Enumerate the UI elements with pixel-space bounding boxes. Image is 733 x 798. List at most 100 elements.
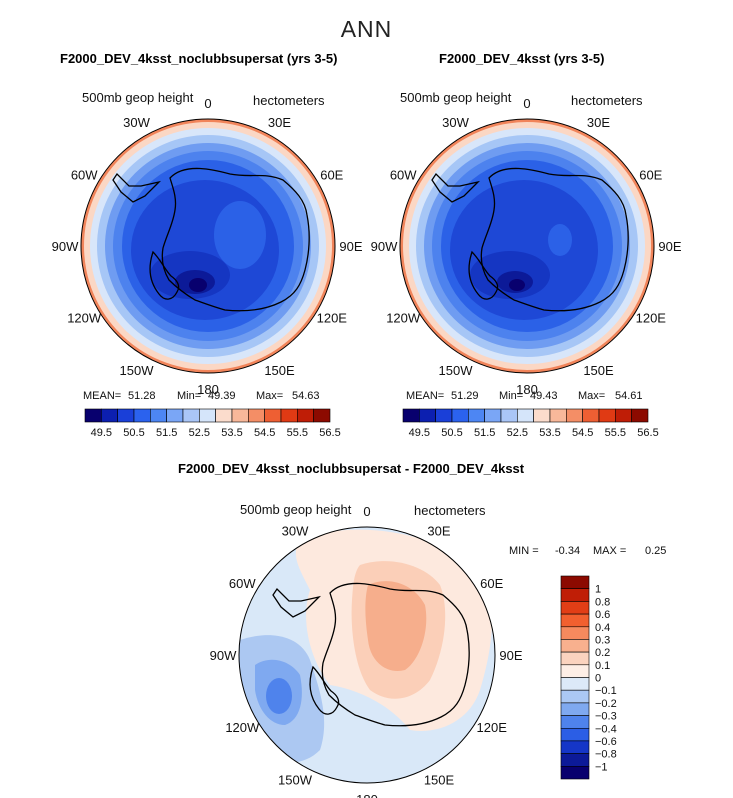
- diff-colorbar-swatch: [560, 689, 590, 704]
- panel2-colorbar-tick-label: 54.5: [572, 427, 593, 439]
- diff-colorbar-swatch: [560, 651, 590, 666]
- panel2-lon-label: 180: [516, 382, 538, 397]
- panel1-lon-label: 120W: [67, 311, 102, 326]
- panel1-colorbar-swatch: [133, 408, 151, 423]
- diff-lon-label: 0: [363, 504, 370, 519]
- panel1-lon-label: 150E: [264, 363, 295, 378]
- panel2-colorbar-swatch: [418, 408, 436, 423]
- diff-lon-label: 90W: [210, 648, 237, 663]
- diff-colorbar-swatch: [560, 740, 590, 754]
- panel1-mean: 51.28: [128, 390, 156, 402]
- diff-colorbar-swatch: [560, 727, 590, 742]
- panel1-map: [80, 118, 336, 374]
- panel1-max: 54.63: [292, 390, 320, 402]
- diff-colorbar-tick-label: 1: [595, 584, 601, 596]
- panel1-lon-label: 90E: [339, 239, 362, 254]
- diff-colorbar-tick-label: −0.6: [595, 736, 617, 748]
- diff-lon-label: 60W: [229, 576, 256, 591]
- panel1-colorbar: 49.5 50.5 51.5 52.5 53.5 54.5 55.5 56.5: [84, 408, 341, 439]
- diff-colorbar-swatch: [560, 677, 590, 691]
- panel1-colorbar-swatch: [280, 408, 298, 423]
- panel2-colorbar-tick-label: 49.5: [409, 427, 430, 439]
- panel2-colorbar-swatch: [598, 408, 616, 423]
- diff-colorbar-swatch: [560, 588, 590, 602]
- panel2-colorbar-swatch: [451, 408, 469, 423]
- panel1-colorbar-swatch: [150, 408, 167, 423]
- diff-colorbar-tick-label: −0.3: [595, 711, 617, 723]
- panel1-lon-label: 150W: [120, 363, 155, 378]
- diff-colorbar: 10.80.60.40.30.20.10−0.1−0.2−0.3−0.4−0.6…: [560, 575, 617, 780]
- diff-contours: [239, 527, 495, 783]
- diff-lon-label: 180: [356, 792, 378, 798]
- diff-colorbar-swatch: [560, 639, 590, 653]
- panel1-lon-label: 60E: [320, 168, 343, 183]
- diff-min-label: MIN =: [509, 545, 539, 557]
- panel2-colorbar-swatch: [402, 408, 420, 423]
- diff-colorbar-swatch: [560, 664, 590, 678]
- panel2-colorbar-swatch: [549, 408, 567, 423]
- diff-colorbar-swatch: [560, 753, 590, 767]
- panel1-colorbar-swatch: [199, 408, 216, 423]
- diff-max-label: MAX =: [593, 545, 627, 557]
- panel2-colorbar-tick-label: 53.5: [539, 427, 560, 439]
- panel1-colorbar-tick-label: 54.5: [254, 427, 275, 439]
- panel1-colorbar-swatch: [166, 408, 184, 423]
- diff-colorbar-tick-label: 0.4: [595, 622, 610, 634]
- diff-colorbar-swatch: [560, 715, 590, 729]
- panel2-variable: 500mb geop height: [400, 90, 512, 105]
- panel2-colorbar-swatch: [533, 408, 551, 423]
- panel1-mean-label: MEAN=: [83, 390, 122, 402]
- diff-colorbar-tick-label: −0.1: [595, 685, 617, 697]
- panel1-colorbar-tick-label: 50.5: [123, 427, 144, 439]
- panel2-units: hectometers: [571, 93, 643, 108]
- panel1-colorbar-swatch: [101, 408, 118, 423]
- diff-colorbar-swatch: [560, 601, 590, 615]
- panel2-colorbar-tick-label: 52.5: [507, 427, 528, 439]
- panel2-colorbar-swatch: [582, 408, 600, 423]
- diff-colorbar-swatch: [560, 765, 590, 780]
- panel2-lon-label: 60W: [390, 168, 417, 183]
- diff-lon-label: 150W: [278, 773, 313, 788]
- panel2-colorbar-tick-label: 51.5: [474, 427, 495, 439]
- panel2-colorbar-swatch: [516, 408, 534, 423]
- panel2-lon-label: 90E: [658, 239, 681, 254]
- panel2-colorbar-swatch: [435, 408, 453, 423]
- panel1-min-label: Min=: [177, 390, 202, 402]
- panel2-colorbar-tick-label: 50.5: [441, 427, 462, 439]
- panel1-contours: [81, 119, 335, 373]
- panel2-mean: 51.29: [451, 390, 479, 402]
- panel2-colorbar-swatch: [614, 408, 632, 423]
- panel1-lon-label: 0: [204, 96, 211, 111]
- panel2-lon-label: 30W: [442, 115, 469, 130]
- diff-lon-label: 30E: [427, 523, 450, 538]
- longitude-labels: 0 30E 60E 90E 120E 150E 180 150W 120W 90W 60W 30W 0 3…: [52, 96, 682, 798]
- panel1-colorbar-swatch: [231, 408, 249, 423]
- panel2-title: F2000_DEV_4ksst (yrs 3-5): [439, 51, 605, 66]
- panel1-colorbar-swatch: [215, 408, 233, 423]
- diff-colorbar-tick-label: −0.4: [595, 723, 617, 735]
- diff-title: F2000_DEV_4ksst_noclubbsupersat - F2000_…: [178, 461, 525, 476]
- diff-lon-label: 150E: [424, 773, 455, 788]
- panel1-lon-label: 60W: [71, 168, 98, 183]
- diff-colorbar-swatch: [560, 575, 590, 589]
- panel1-colorbar-tick-label: 51.5: [156, 427, 177, 439]
- diff-min-value: -0.34: [555, 545, 581, 557]
- panel2-lon-label: 150W: [439, 363, 474, 378]
- panel1-colorbar-swatch: [313, 408, 331, 423]
- panel1-lon-label: 120E: [317, 311, 348, 326]
- panel2-colorbar-swatch: [500, 408, 518, 423]
- diff-colorbar-tick-label: −0.2: [595, 698, 617, 710]
- diff-colorbar-swatch: [560, 626, 590, 640]
- diff-variable: 500mb geop height: [240, 502, 352, 517]
- panel2-colorbar-swatch: [565, 408, 583, 423]
- panel1-lon-label: 90W: [52, 239, 79, 254]
- panel2-max: 54.61: [615, 390, 643, 402]
- panel1-colorbar-tick-label: 53.5: [221, 427, 242, 439]
- panel2-lon-label: 120W: [386, 311, 421, 326]
- panel1-colorbar-tick-label: 56.5: [319, 427, 340, 439]
- panel1-variable: 500mb geop height: [82, 90, 194, 105]
- panel1-colorbar-swatch: [117, 408, 135, 423]
- panel2-contours: [400, 119, 654, 373]
- diff-colorbar-tick-label: 0: [595, 673, 601, 685]
- diff-lon-label: 120E: [477, 720, 508, 735]
